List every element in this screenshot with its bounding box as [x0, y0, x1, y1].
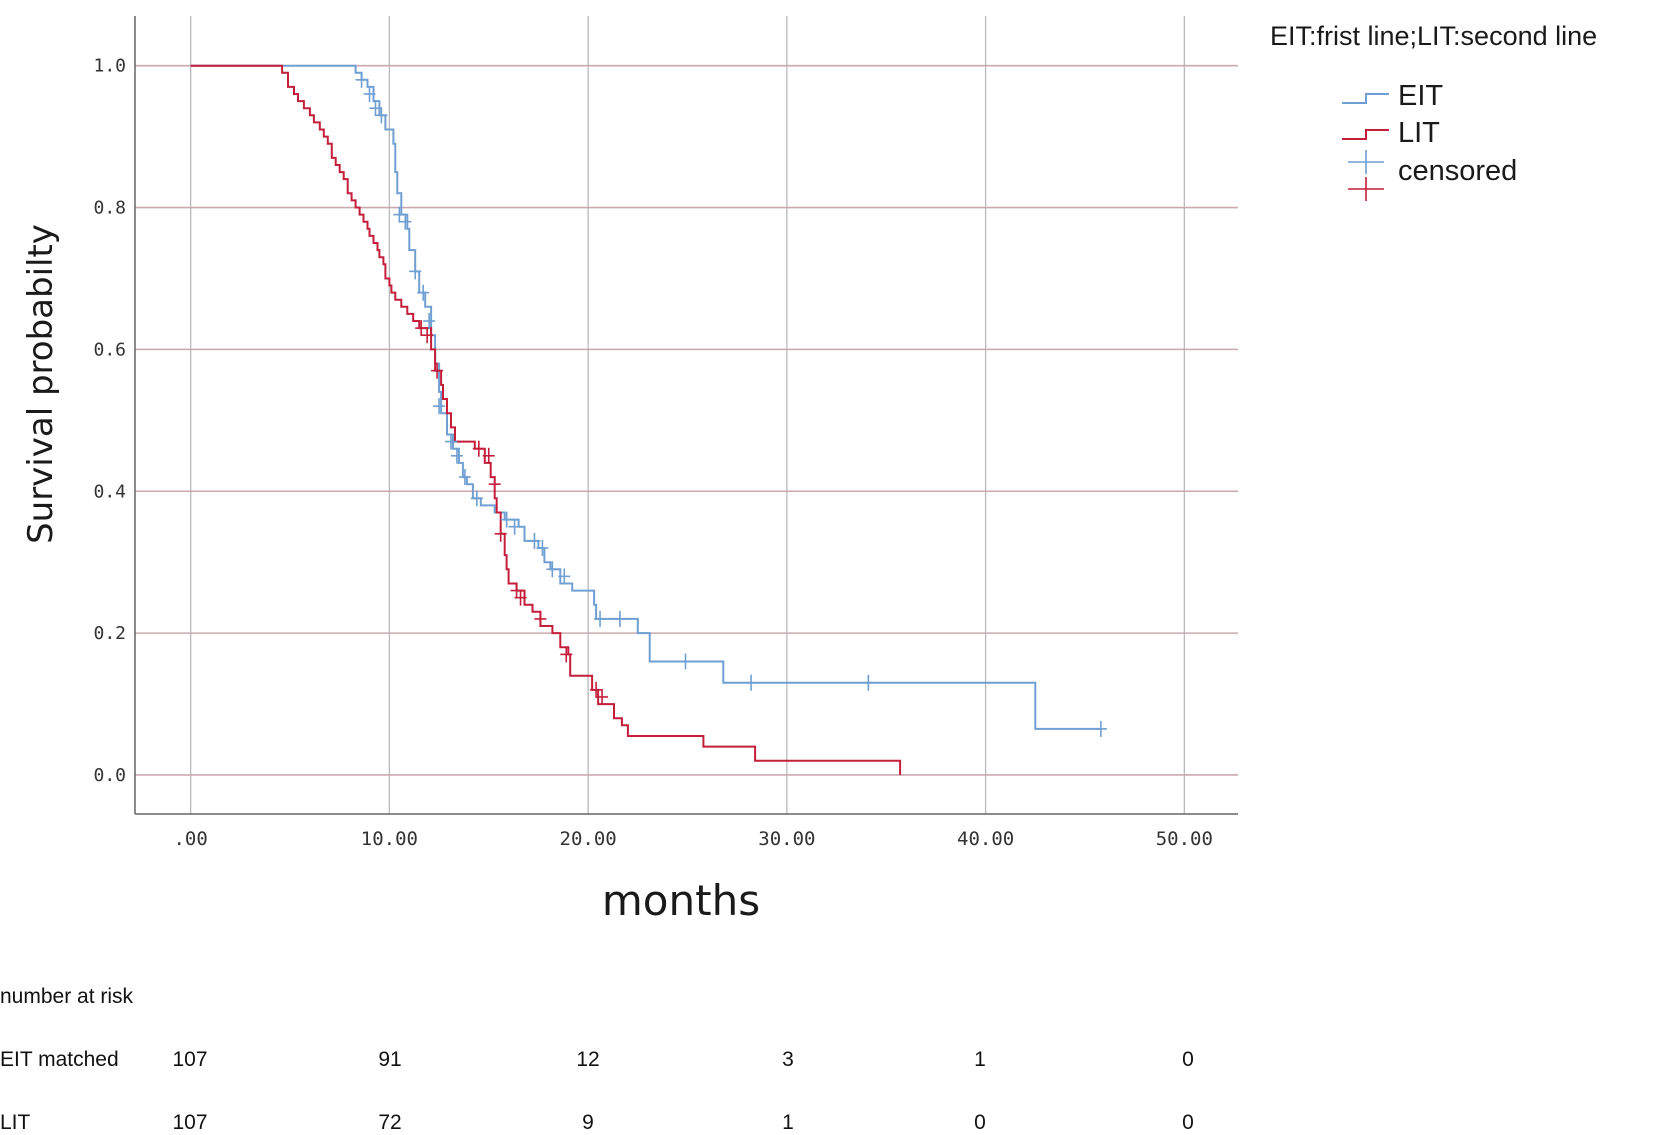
risk-cell: 0: [974, 1111, 986, 1134]
censor-mark-eit: [558, 568, 571, 585]
censor-mark-eit: [536, 540, 549, 556]
censor-mark-eit: [393, 206, 406, 223]
censor-mark-eit: [470, 490, 483, 507]
censor-mark-eit: [399, 213, 412, 230]
x-tick-label: 10.00: [361, 828, 418, 850]
censor-mark-eit: [745, 674, 758, 691]
censor-mark-eit: [409, 263, 422, 280]
legend-title: EIT:frist line;LIT:second line: [1270, 21, 1597, 51]
risk-cell: 12: [576, 1048, 600, 1071]
legend-swatch-lit: [1342, 129, 1389, 140]
risk-table-title: number at risk: [0, 985, 134, 1008]
censor-mark-eit: [363, 86, 376, 103]
risk-cell: 107: [172, 1111, 208, 1134]
series-line-lit: [190, 64, 902, 775]
y-tick-label: 0.2: [93, 623, 126, 644]
censor-mark-eit: [355, 71, 368, 88]
legend-swatch-censored-eit: [1348, 150, 1384, 174]
x-tick-label: 30.00: [758, 828, 815, 850]
x-axis-label: months: [602, 876, 760, 925]
y-tick-label: 0.8: [93, 198, 126, 219]
km-survival-chart: .00 10.00 20.00 30.00 40.00 50.00 0.00.20.40.…: [21, 16, 1598, 925]
x-tick-label: 40.00: [957, 828, 1014, 850]
censor-mark-lit: [560, 646, 573, 663]
y-axis-label: Survival probabilty: [21, 224, 61, 544]
censor-mark-eit: [1094, 720, 1107, 737]
axes: [134, 16, 1238, 815]
risk-cell: 0: [1182, 1048, 1194, 1071]
y-tick-label: 0.6: [93, 339, 126, 360]
censor-mark-lit: [421, 327, 434, 344]
risk-row-label: LIT: [0, 1111, 31, 1134]
censor-mark-lit: [514, 589, 527, 606]
censor-mark-eit: [862, 674, 875, 691]
censor-mark-eit: [417, 284, 430, 301]
risk-cell: 0: [1182, 1111, 1194, 1134]
legend-label-eit: EIT: [1398, 80, 1443, 112]
y-tick-labels: 0.0 0.2 0.4 0.6 0.8 1.0: [93, 56, 126, 786]
gridlines: [135, 16, 1238, 814]
censor-mark-eit: [423, 313, 436, 330]
censor-mark-eit: [500, 511, 513, 528]
censor-mark-lit: [596, 688, 609, 705]
y-tick-label: 0.4: [93, 481, 126, 502]
censor-mark-eit: [444, 433, 457, 450]
censor-mark-eit: [594, 610, 607, 627]
censor-mark-lit: [431, 362, 444, 379]
y-tick-label: 1.0: [93, 56, 126, 77]
y-tick-label: 0.0: [93, 765, 126, 786]
censor-mark-lit: [494, 525, 507, 542]
censor-mark-lit: [415, 320, 428, 337]
censor-mark-lit: [590, 681, 603, 698]
censor-mark-eit: [546, 561, 559, 578]
risk-row-label: EIT matched: [0, 1048, 119, 1071]
censor-mark-eit: [679, 653, 692, 670]
censor-mark-eit: [450, 447, 463, 464]
risk-cell: 107: [172, 1048, 208, 1071]
x-tick-label: .00: [173, 828, 207, 850]
legend: EIT:frist line;LIT:second line EIT LIT c…: [1270, 21, 1597, 201]
censor-mark-lit: [534, 610, 547, 627]
x-tick-labels: .00 10.00 20.00 30.00 40.00 50.00: [173, 828, 1212, 850]
legend-swatches: [1342, 93, 1389, 201]
risk-cell: 91: [378, 1048, 402, 1071]
censor-mark-eit: [375, 107, 388, 124]
censor-mark-lit: [488, 476, 501, 493]
legend-swatch-censored-lit: [1348, 177, 1384, 201]
censor-mark-eit: [369, 100, 382, 117]
risk-cell: 1: [782, 1111, 794, 1134]
censor-mark-eit: [433, 398, 446, 415]
risk-cell: 3: [782, 1048, 794, 1071]
legend-label-lit: LIT: [1398, 117, 1440, 149]
risk-cell: 72: [378, 1111, 402, 1134]
x-tick-label: 20.00: [560, 828, 617, 850]
censor-mark-lit: [472, 440, 485, 457]
legend-swatch-eit: [1342, 93, 1389, 104]
censor-mark-eit: [458, 469, 471, 486]
censor-mark-lit: [482, 447, 495, 464]
censor-mark-eit: [613, 610, 626, 627]
censor-mark-eit: [508, 518, 521, 535]
censor-marks: [355, 71, 1107, 737]
risk-cell: 1: [974, 1048, 986, 1071]
censor-mark-eit: [528, 532, 541, 549]
risk-cell: 9: [582, 1111, 594, 1134]
x-tick-label: 50.00: [1156, 828, 1213, 850]
legend-label-censored: censored: [1398, 155, 1517, 187]
